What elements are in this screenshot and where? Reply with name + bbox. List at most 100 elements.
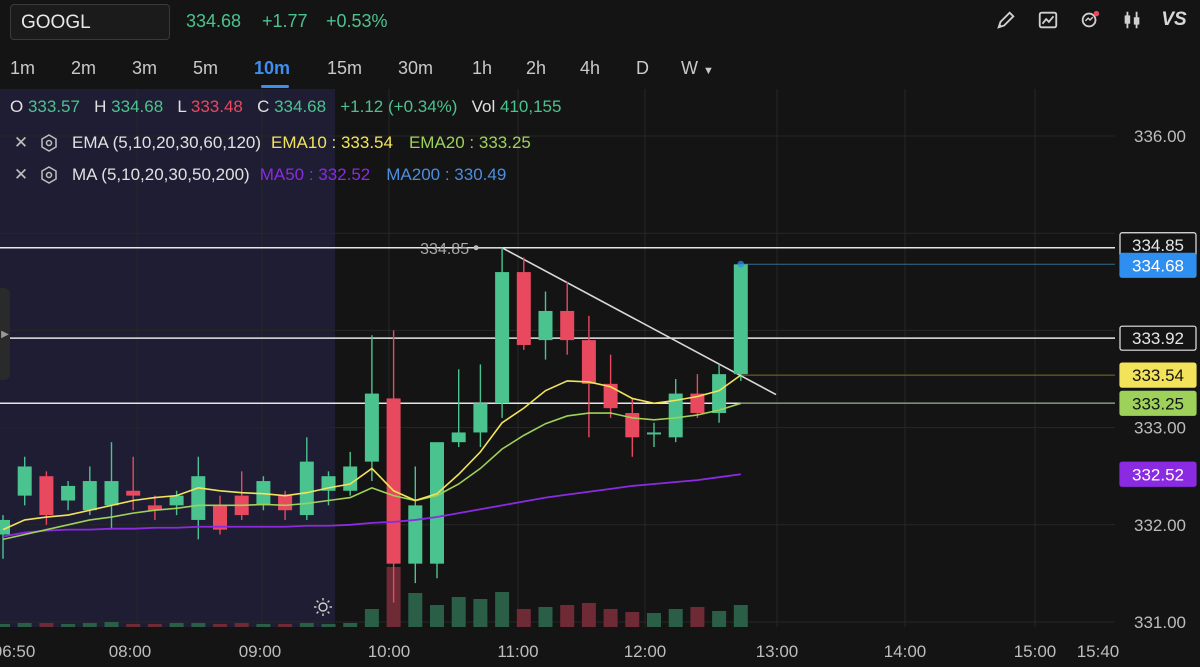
volume-bar [647,613,661,627]
candle-body [581,340,596,384]
high-value: 334.68 [111,97,164,116]
close-label: C [257,97,270,116]
candle-body [169,495,184,506]
pencil-icon[interactable] [994,8,1018,32]
candle-body [126,490,141,496]
candle-body [147,505,162,511]
tf-1h[interactable]: 1h [472,58,493,78]
open-label: O [10,97,24,116]
volume-bar [61,624,76,627]
y-tick-label: 336.00 [1134,127,1186,146]
price-tag-label: 333.54 [1132,366,1184,385]
candle-body [213,505,227,530]
candle-body [343,466,358,491]
candle-body [690,393,705,414]
ma50-line [2,473,741,538]
low-value: 333.48 [190,97,243,116]
compare-vs-button[interactable]: VS [1161,9,1187,30]
candle-body [278,495,293,511]
volume-bar [104,622,119,627]
candle-body [364,393,379,462]
candles-icon[interactable] [1120,8,1144,32]
tf-4h[interactable]: 4h [580,58,601,78]
tf-2h[interactable]: 2h [526,58,547,78]
side-panel-handle[interactable]: ▶ [0,288,10,380]
x-tick-label: 15:00 [1014,642,1057,661]
volume-bar [516,609,531,627]
open-value: 333.57 [27,97,80,116]
price-tag [1119,325,1197,351]
tf-15m[interactable]: 15m [327,58,363,78]
symbol-input[interactable]: GOOGL [10,4,170,40]
tf-w[interactable]: W ▼ [681,58,714,79]
x-tick-label: 14:00 [884,642,927,661]
ma-name: MA (5,10,20,30,50,200) [72,165,250,184]
high-label: H [94,97,107,116]
high-marker-dot [473,245,479,251]
close-icon[interactable]: ✕ [13,133,29,152]
tf-5m[interactable]: 5m [193,58,219,78]
volume-bar [256,624,271,627]
volume-bar [191,623,206,627]
close-icon[interactable]: ✕ [13,165,29,184]
chevron-down-icon: ▼ [703,65,714,77]
tf-w-label: W [681,58,698,78]
price-tag-label: 333.92 [1132,329,1184,348]
price-tag [1119,390,1197,416]
tf-1m[interactable]: 1m [10,58,36,78]
candle-body [39,476,54,516]
price-tag [1119,252,1197,278]
last-price-dot [737,260,745,268]
ma200-value: MA200 : 330.49 [386,165,507,184]
tf-d[interactable]: D [636,58,649,78]
sun-icon [314,598,332,616]
volume-bar [126,624,141,627]
candle-body [603,383,618,409]
candle-body [82,481,97,511]
volume-value: 410,155 [500,97,562,116]
x-tick-label: 08:00 [109,642,152,661]
timeframe-bar: 1m 2m 3m 5m 10m 15m 30m 1h 2h 4h D W ▼ [0,50,1200,86]
volume-bar [321,624,336,627]
volume-bar [495,592,510,627]
x-tick-label: 11:00 [497,642,538,661]
candle-body [625,413,640,438]
candle-body [430,442,444,564]
volume-bar [733,605,748,627]
settings-icon[interactable] [38,132,60,154]
volume-bar [668,609,683,627]
price-change: +1.77 [262,11,308,31]
change-value: +1.12 (+0.34%) [340,97,458,116]
alert-icon[interactable] [1078,8,1102,32]
tf-30m[interactable]: 30m [398,58,434,78]
candle-body [104,481,119,506]
candle-body [451,432,466,443]
ema10-value: EMA10 : 333.54 [271,133,393,152]
volume-bar [690,607,705,627]
volume-bar [0,624,10,627]
volume-bar [560,605,575,627]
price-tag-label: 334.85 [1132,236,1184,255]
candle-body [538,310,553,341]
ema-name: EMA (5,10,20,30,60,120) [72,133,262,152]
tf-3m[interactable]: 3m [132,58,158,78]
volume-bar [603,609,618,627]
tf-2m[interactable]: 2m [71,58,97,78]
price-tag-label: 332.52 [1132,465,1184,484]
candle-body [17,466,32,496]
candle-body [647,432,661,435]
ema20-line [2,402,742,541]
candle-body [473,403,488,433]
chart-trend-icon[interactable] [1036,8,1060,32]
candle-body [712,374,727,414]
volume-bar [581,603,596,627]
price-chart[interactable]: 334.85336.00333.00332.00331.00334.85334.… [0,89,1200,667]
price-change-percent: +0.53% [326,11,388,31]
y-tick-label: 332.00 [1134,516,1186,535]
tf-10m[interactable]: 10m [254,58,291,78]
y-tick-label: 331.00 [1134,613,1186,632]
ohlc-legend: O 333.57 H 334.68 L 333.48 C 334.68 +1.1… [10,97,561,117]
volume-bar [473,599,488,627]
volume-bar [430,605,444,627]
settings-icon[interactable] [38,164,60,186]
